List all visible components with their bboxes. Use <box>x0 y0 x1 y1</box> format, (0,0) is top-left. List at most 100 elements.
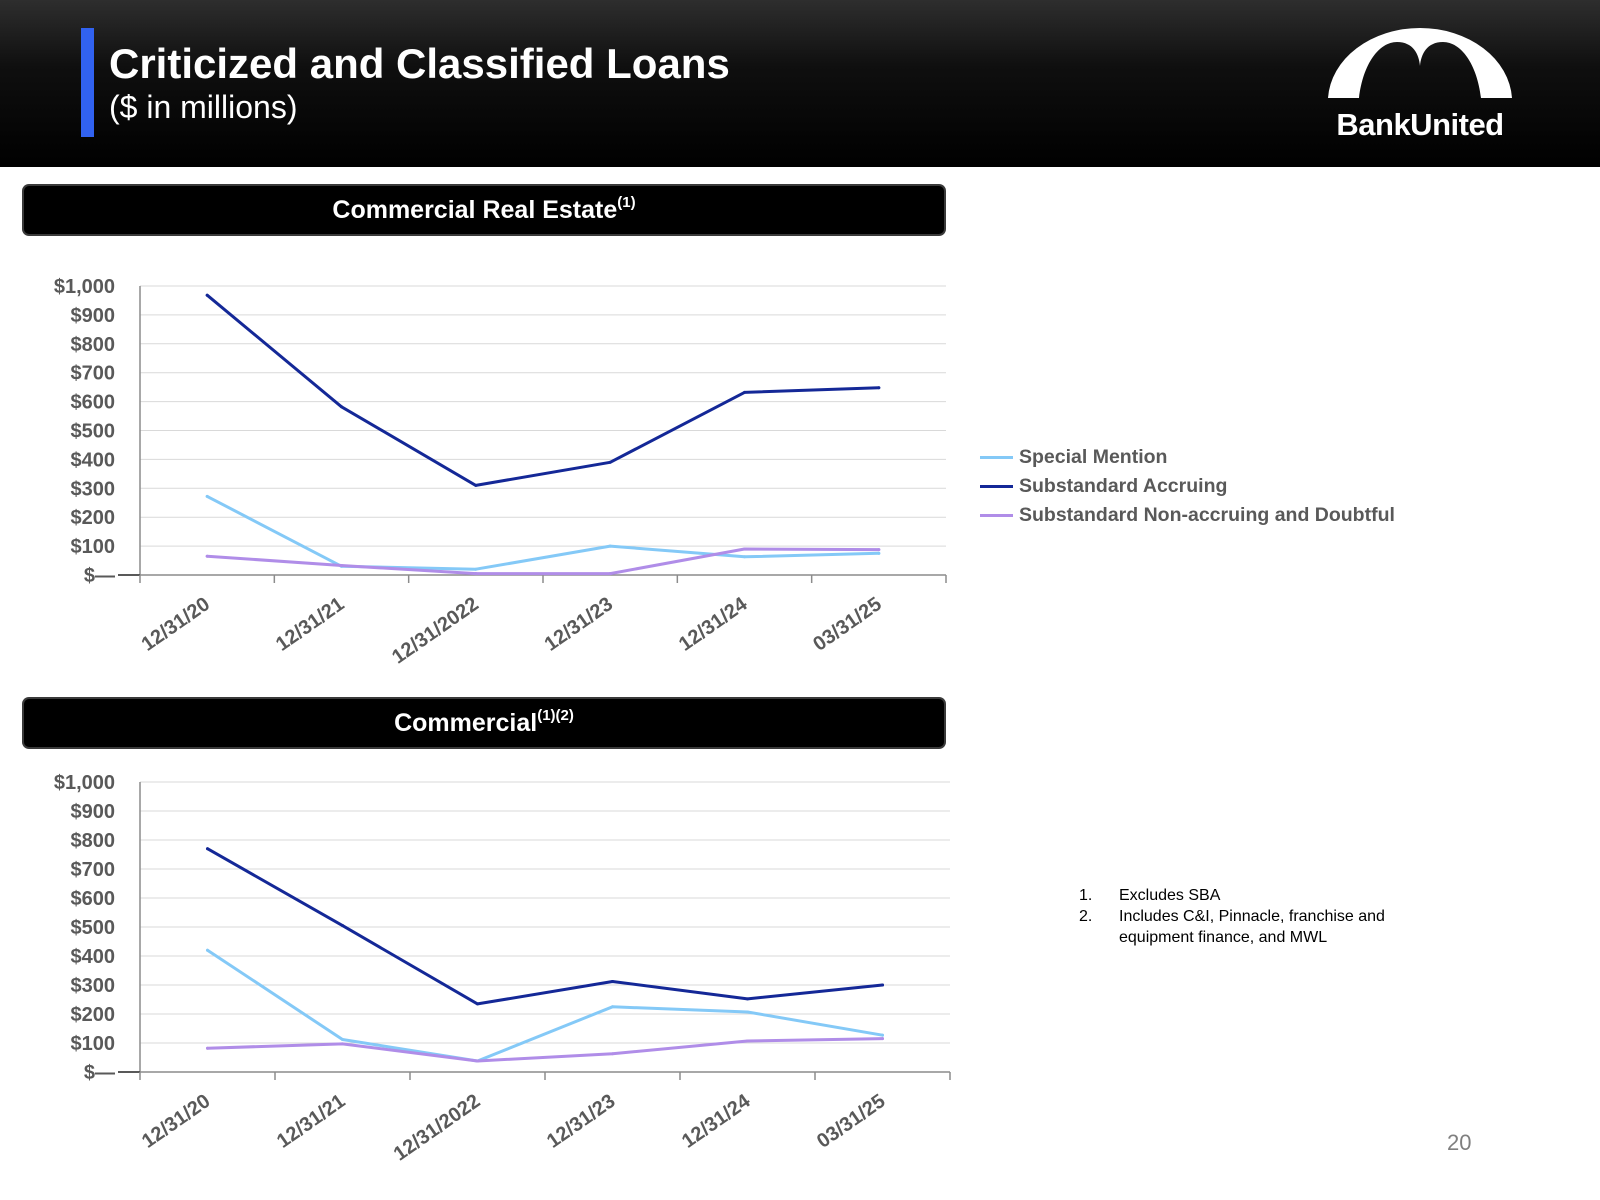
data-point-substandard-nonaccruing <box>877 548 881 552</box>
x-tick-label: 12/31/24 <box>675 593 752 656</box>
x-tick-label: 12/31/21 <box>272 593 348 656</box>
data-point-special-mention <box>341 1038 344 1042</box>
data-point-special-mention <box>881 1033 884 1037</box>
footnote-1-number: 1. <box>1079 887 1093 904</box>
series-line-substandard-accruing <box>206 847 884 1006</box>
data-point-substandard-nonaccruing <box>611 1052 614 1056</box>
x-tick-label: 12/31/20 <box>138 593 214 656</box>
y-tick-label: $800 <box>71 334 116 356</box>
y-tick-label: $1,000 <box>54 772 115 794</box>
legend-swatch-substandard-accruing <box>980 485 1013 488</box>
section-title-cre: Commercial Real Estate(1) <box>24 186 944 234</box>
data-point-substandard-nonaccruing <box>341 1042 344 1046</box>
series-line-substandard-accruing <box>205 293 881 487</box>
series-line-substandard-nonaccruing <box>205 547 881 576</box>
y-tick-label: $200 <box>71 1004 116 1026</box>
y-tick-label: $900 <box>71 801 116 823</box>
series-line-special-mention <box>205 494 881 571</box>
footnote-2-text: Includes C&I, Pinnacle, franchise and eq… <box>1119 908 1385 946</box>
data-point-substandard-accruing <box>746 997 749 1001</box>
commercial-line-chart: $— $100 $200 $300 $400 $500 $600 $700 $800 $900 $1… <box>54 772 951 1166</box>
data-point-substandard-nonaccruing <box>205 554 209 558</box>
y-tick-label: $1,000 <box>54 276 115 298</box>
data-point-substandard-nonaccruing <box>474 572 478 576</box>
x-tick-label: 12/31/23 <box>541 593 617 656</box>
data-point-substandard-accruing <box>611 980 614 984</box>
data-point-special-mention <box>474 567 478 571</box>
y-tick-label: $500 <box>71 917 116 939</box>
y-tick-label: $700 <box>71 859 116 881</box>
data-point-special-mention <box>743 555 746 559</box>
footnote-1: 1. Excludes SBA <box>1079 885 1429 906</box>
data-point-substandard-accruing <box>340 405 343 409</box>
data-point-substandard-accruing <box>474 483 478 487</box>
x-tick-label: 12/31/21 <box>273 1090 349 1153</box>
footnote-2-number: 2. <box>1079 908 1093 925</box>
data-point-special-mention <box>746 1010 749 1014</box>
data-point-substandard-accruing <box>341 924 344 928</box>
y-tick-label: $600 <box>71 392 116 414</box>
data-point-substandard-accruing <box>206 847 209 851</box>
data-point-substandard-accruing <box>608 460 612 464</box>
data-point-special-mention <box>206 948 209 952</box>
y-tick-label: $400 <box>71 946 116 968</box>
y-tick-label: $300 <box>71 478 116 500</box>
series-line-substandard-nonaccruing <box>206 1037 884 1063</box>
data-point-substandard-accruing <box>205 293 209 297</box>
legend-swatch-substandard-nonaccruing <box>980 514 1013 517</box>
y-tick-label: $400 <box>71 449 116 471</box>
legend-label-substandard-accruing: Substandard Accruing <box>1019 475 1228 497</box>
x-tick-label: 03/31/25 <box>809 593 885 656</box>
data-point-special-mention <box>877 551 881 555</box>
legend-swatch-special-mention <box>980 456 1013 459</box>
page-title: Criticized and Classified Loans <box>109 40 730 87</box>
data-point-special-mention <box>608 544 612 548</box>
x-tick-label: 12/31/2022 <box>388 593 483 668</box>
x-tick-label: 12/31/24 <box>678 1090 755 1153</box>
cre-line-chart: $— $100 $200 $300 $400 $500 $600 $700 $800 $900 $1… <box>54 276 947 669</box>
data-point-substandard-nonaccruing <box>746 1039 749 1043</box>
page-number: 20 <box>1447 1130 1472 1155</box>
section-title-cre-label: Commercial Real Estate <box>332 196 618 224</box>
data-point-substandard-nonaccruing <box>206 1046 209 1050</box>
data-point-special-mention <box>205 494 209 498</box>
data-point-substandard-nonaccruing <box>476 1059 479 1063</box>
data-point-substandard-accruing <box>743 390 746 394</box>
x-tick-label: 12/31/23 <box>543 1090 619 1153</box>
data-point-substandard-nonaccruing <box>340 563 343 567</box>
header-banner: Criticized and Classified Loans ($ in mi… <box>0 0 1600 167</box>
y-tick-label: $500 <box>71 421 116 443</box>
data-point-substandard-nonaccruing <box>881 1037 884 1041</box>
section-title-commercial-footnote: (1)(2) <box>537 706 574 724</box>
data-point-substandard-accruing <box>881 983 884 987</box>
y-tick-label: $— <box>84 565 115 587</box>
y-tick-label: $— <box>84 1062 115 1084</box>
section-title-commercial: Commercial(1)(2) <box>24 699 944 747</box>
section-title-commercial-label: Commercial <box>394 709 538 737</box>
page-subtitle: ($ in millions) <box>109 89 298 125</box>
data-point-substandard-nonaccruing <box>608 572 612 576</box>
y-tick-label: $800 <box>71 830 116 852</box>
logo-wordmark: BankUnited <box>1336 107 1504 142</box>
legend-label-substandard-nonaccruing: Substandard Non-accruing and Doubtful <box>1019 504 1395 526</box>
bankunited-logo-icon <box>1328 27 1512 98</box>
y-tick-label: $300 <box>71 975 116 997</box>
legend-label-special-mention: Special Mention <box>1019 446 1168 468</box>
data-point-substandard-accruing <box>476 1002 479 1006</box>
y-tick-label: $600 <box>71 888 116 910</box>
y-tick-label: $200 <box>71 507 116 529</box>
y-tick-label: $900 <box>71 305 116 327</box>
series-line-special-mention <box>206 948 884 1063</box>
data-point-substandard-accruing <box>877 386 881 390</box>
y-tick-label: $100 <box>71 1033 116 1055</box>
title-accent-bar <box>81 28 94 137</box>
data-point-substandard-nonaccruing <box>743 547 746 551</box>
section-title-cre-footnote: (1) <box>617 193 636 211</box>
y-tick-label: $100 <box>71 536 116 558</box>
x-tick-label: 03/31/25 <box>813 1090 889 1153</box>
x-tick-label: 12/31/20 <box>138 1090 214 1153</box>
data-point-special-mention <box>611 1005 614 1009</box>
footnote-2: 2. Includes C&I, Pinnacle, franchise and… <box>1079 906 1429 948</box>
footnotes: 1. Excludes SBA 2. Includes C&I, Pinnacl… <box>1079 885 1429 948</box>
footnote-1-text: Excludes SBA <box>1119 887 1221 904</box>
